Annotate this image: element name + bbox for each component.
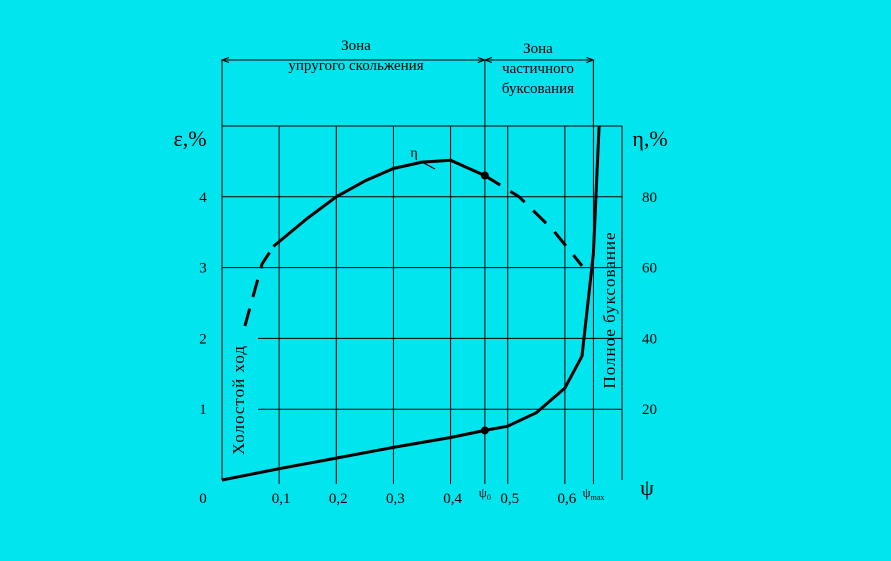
y-right-tick-label: 80 [642, 190, 657, 206]
x-tick-label: 0,6 [557, 491, 576, 507]
chart-labels: ε,% η,% ψ 0 Холостой ход Полное буксован… [173, 126, 667, 507]
series-line-epsilon [221, 125, 601, 482]
x-special-tick-label: ψ0 [479, 485, 491, 502]
y-left-axis-label: ε,% [173, 126, 206, 151]
x-tick-label: 0,2 [329, 491, 348, 507]
series-name-leader [419, 160, 436, 170]
full-slip-label: Полное буксование [600, 231, 619, 388]
series-line-eta [484, 174, 584, 267]
x-tick-label: 0,4 [443, 491, 462, 507]
y-left-tick-label: 3 [199, 261, 207, 277]
series-name-label-eta: η [410, 146, 417, 161]
x-tick-label: 0,3 [386, 491, 405, 507]
chart-series: η [221, 125, 601, 482]
zone-annotations: Зона упругого скольжения Зона частичного бук… [220, 38, 595, 126]
zone-elastic-label: упругого скольжения [288, 58, 423, 74]
series-marker [480, 171, 489, 180]
x-axis-label: ψ [640, 475, 654, 500]
x-special-tick-label: ψmax [582, 485, 604, 502]
zone-arrowhead [586, 57, 595, 63]
y-right-tick-label: 60 [642, 261, 657, 277]
zone-partial-label: Зона [523, 41, 553, 57]
series-line-eta [272, 158, 486, 248]
y-left-tick-label: 1 [199, 402, 207, 418]
zone-partial-label: частичного [502, 61, 574, 77]
origin-label: 0 [199, 491, 207, 507]
series-marker [480, 426, 489, 435]
zone-partial-label: буксования [502, 81, 574, 97]
y-right-axis-label: η,% [632, 126, 667, 151]
y-left-tick-label: 2 [199, 331, 207, 347]
y-right-tick-label: 40 [642, 331, 657, 347]
y-left-tick-label: 4 [199, 190, 207, 206]
x-tick-label: 0,5 [500, 491, 519, 507]
series-line-eta [243, 245, 275, 327]
zone-elastic-label: Зона [341, 38, 371, 54]
x-tick-label: 0,1 [272, 491, 291, 507]
y-right-tick-label: 20 [642, 402, 657, 418]
zone-arrowhead [220, 57, 230, 63]
idle-run-label: Холостой ход [229, 345, 248, 455]
zone-arrowhead [483, 57, 493, 63]
